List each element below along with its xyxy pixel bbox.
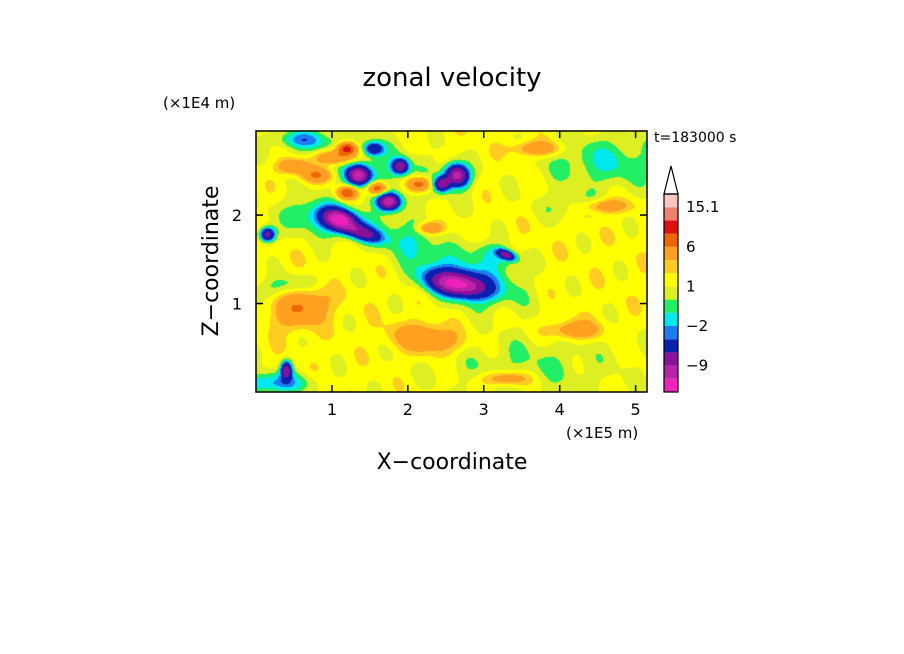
- x-axis-ticks: 1 2 3 4 5: [327, 131, 641, 419]
- colorbar-frame: [663, 193, 679, 393]
- y-axis-label: Z−coordinate: [199, 186, 224, 337]
- colorbar-swatch: [664, 339, 678, 353]
- colorbar-tick-label: 6: [686, 238, 696, 256]
- colorbar-swatch: [664, 233, 678, 247]
- colorbar-swatch: [664, 299, 678, 313]
- velocity-field-image: [256, 131, 647, 392]
- time-label: t=183000 s: [654, 130, 736, 146]
- colorbar-swatch: [664, 194, 678, 208]
- y-axis-ticks: 12: [232, 206, 647, 314]
- colorbar-swatch: [664, 326, 678, 340]
- colorbar-swatch: [664, 207, 678, 221]
- colorbar-tick-label: 15.1: [686, 198, 719, 216]
- colorbar-tick-label: −2: [686, 317, 708, 335]
- plot-frame: [255, 130, 648, 393]
- colorbar-swatch: [664, 378, 678, 392]
- colorbar: 15.1 6 1 −2 −9: [663, 165, 719, 393]
- colorbar-swatch: [664, 220, 678, 234]
- x-unit-label: (×1E5 m): [566, 424, 638, 442]
- colorbar-swatch: [664, 260, 678, 274]
- colorbar-swatch: [664, 365, 678, 379]
- colorbar-tick-label: −9: [686, 357, 708, 375]
- y-tick-label: 1: [232, 295, 242, 314]
- plot-area: [255, 130, 648, 393]
- colorbar-swatch: [664, 312, 678, 326]
- x-tick-label: 4: [555, 400, 565, 419]
- chart-title: zonal velocity: [362, 63, 541, 93]
- colorbar-tick-label: 1: [686, 277, 696, 295]
- colorbar-arrow: [663, 165, 679, 195]
- x-tick-label: 1: [327, 400, 337, 419]
- x-tick-label: 5: [631, 400, 641, 419]
- colorbar-swatch: [664, 286, 678, 300]
- y-unit-label: (×1E4 m): [163, 94, 235, 112]
- x-tick-label: 2: [403, 400, 413, 419]
- colorbar-swatch: [664, 352, 678, 366]
- colorbar-swatch: [664, 246, 678, 260]
- colorbar-swatch: [664, 273, 678, 287]
- y-tick-label: 2: [232, 206, 242, 225]
- x-tick-label: 3: [479, 400, 489, 419]
- x-axis-label: X−coordinate: [377, 450, 528, 475]
